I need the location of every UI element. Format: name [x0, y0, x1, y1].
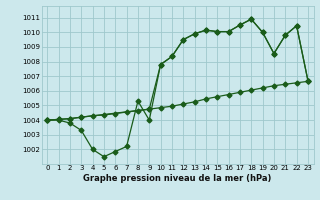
X-axis label: Graphe pression niveau de la mer (hPa): Graphe pression niveau de la mer (hPa)	[84, 174, 272, 183]
